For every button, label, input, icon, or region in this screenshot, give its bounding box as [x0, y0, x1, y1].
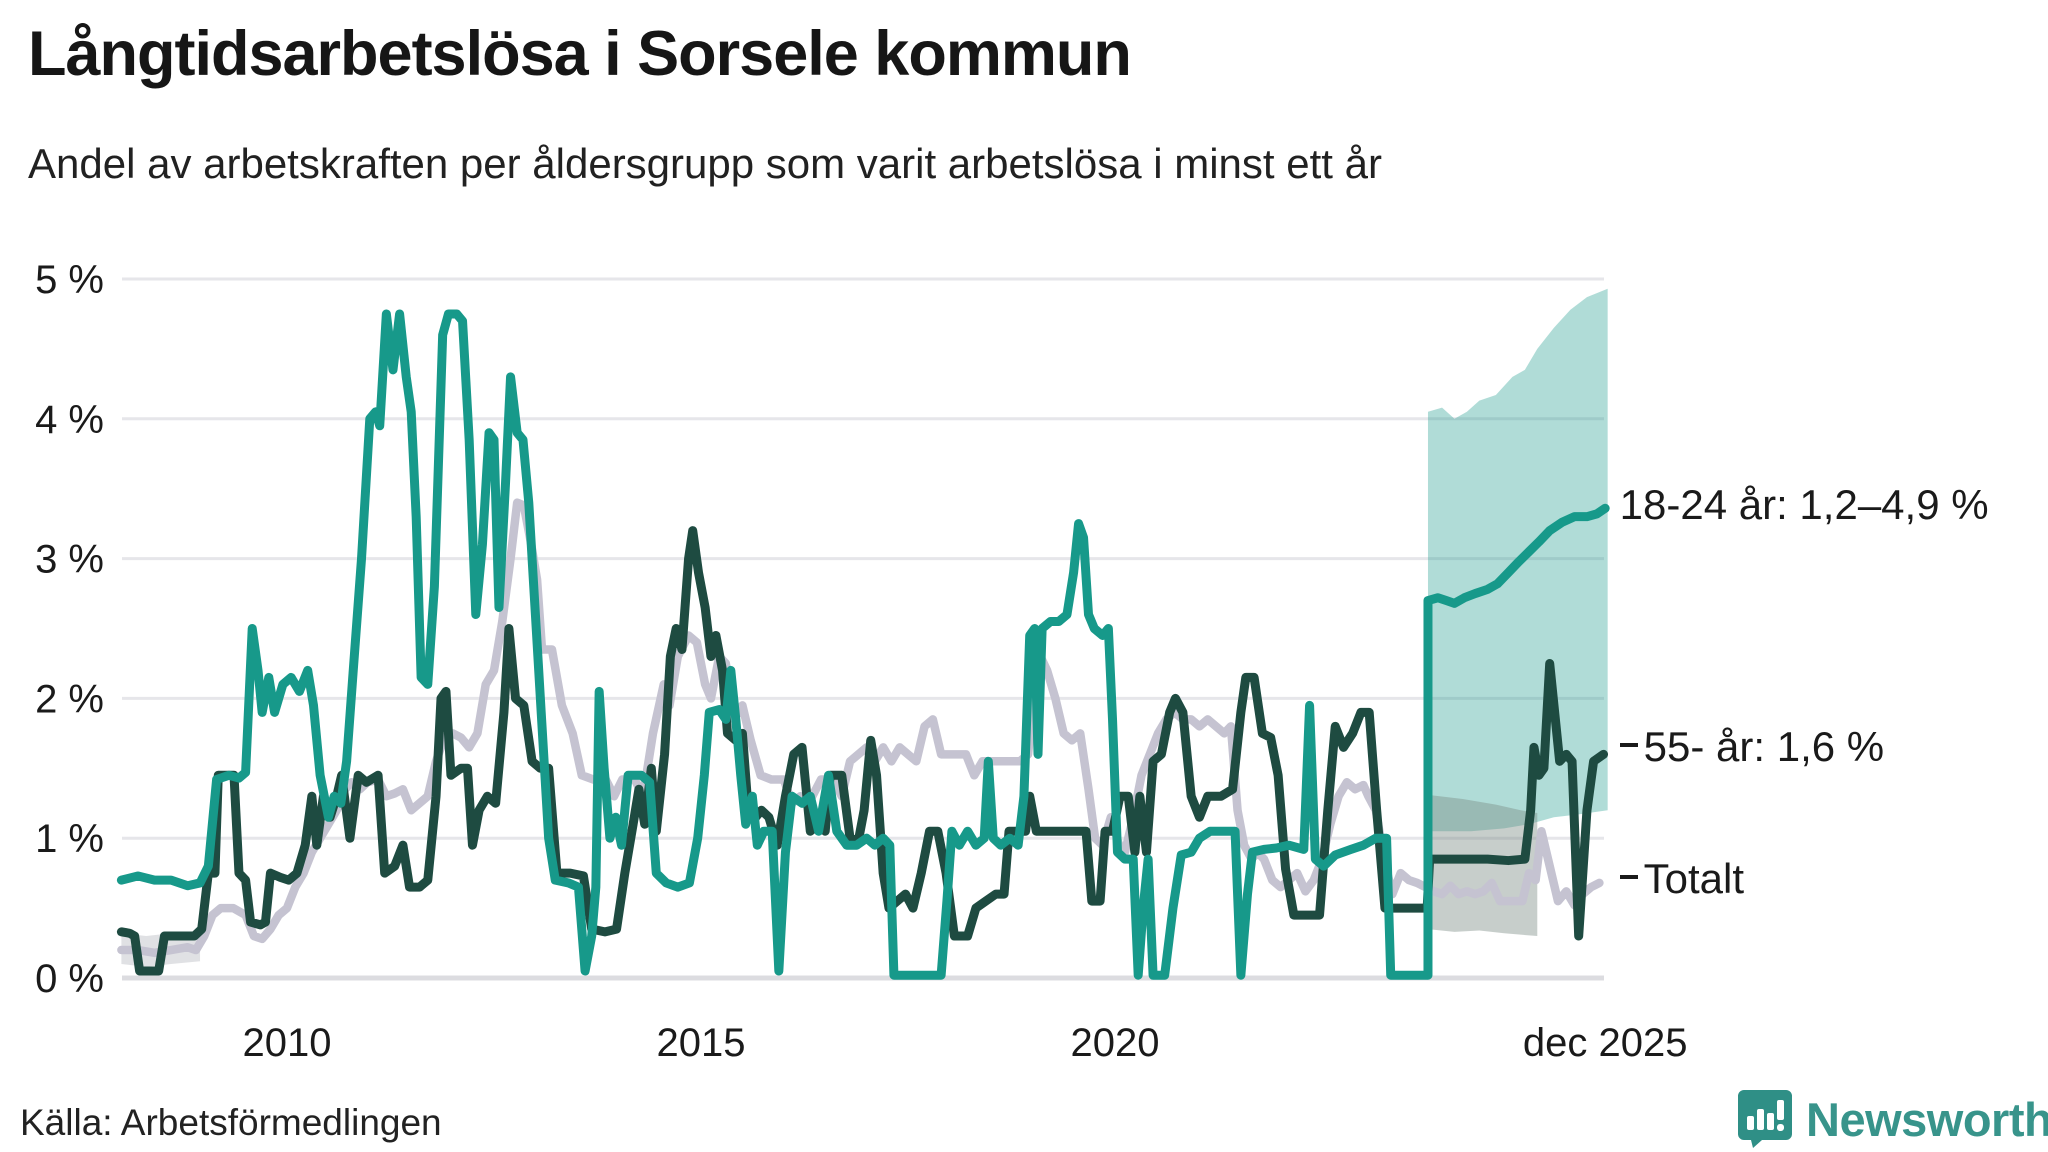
band-prognos-totalt: [1427, 794, 1538, 937]
x-tick-label: 2010: [243, 1021, 332, 1065]
series-line-Totalt: [117, 498, 1604, 958]
page-title: Långtidsarbetslösa i Sorsele kommun: [28, 19, 1132, 89]
x-tick-label: 2020: [1071, 1021, 1160, 1065]
x-tick-label: dec 2025: [1523, 1021, 1688, 1065]
newsworthy-logo-text: Newsworthy: [1806, 1092, 2048, 1146]
y-tick-label: 2 %: [35, 677, 104, 721]
y-tick-label: 0 %: [35, 957, 104, 1001]
x-tick-label: 2015: [657, 1021, 746, 1065]
newsworthy-logo-icon: [1738, 1090, 1792, 1148]
newsworthy-logo: Newsworthy: [1738, 1090, 2048, 1148]
chart-subtitle: Andel av arbetskraften per åldersgrupp s…: [28, 140, 1382, 187]
y-tick-label: 3 %: [35, 538, 104, 582]
y-tick-label: 5 %: [35, 258, 104, 302]
y-tick-label: 4 %: [35, 398, 104, 442]
source-note: Källa: Arbetsförmedlingen: [20, 1102, 442, 1143]
y-tick-label: 1 %: [35, 817, 104, 861]
series-line-18-24 år: [116, 309, 1610, 980]
